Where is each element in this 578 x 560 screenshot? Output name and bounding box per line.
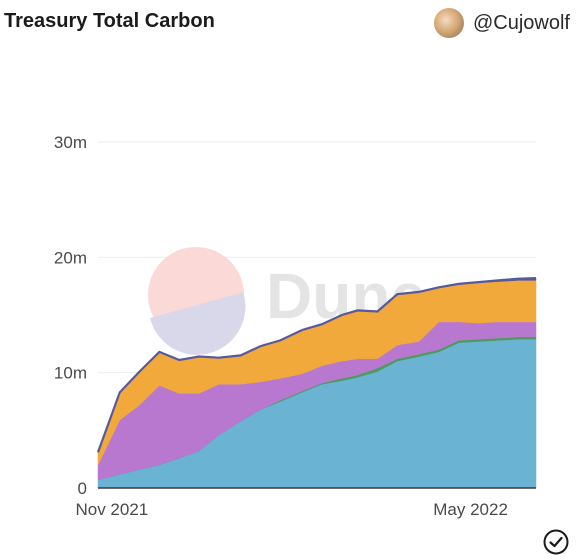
chart-title: Treasury Total Carbon xyxy=(4,10,215,32)
author-link[interactable]: @Cujowolf xyxy=(433,8,570,38)
avatar xyxy=(433,8,464,38)
check-circle-icon[interactable] xyxy=(542,528,570,556)
watermark-circle-shade xyxy=(150,292,246,355)
y-tick-label: 10m xyxy=(54,364,87,383)
y-tick-label: 0 xyxy=(78,479,87,498)
chart-header: Treasury Total Carbon @Cujowolf xyxy=(0,0,578,48)
y-tick-label: 20m xyxy=(54,248,87,267)
x-axis: Nov 2021 May 2022 xyxy=(75,500,507,519)
x-tick-label: May 2022 xyxy=(433,500,508,519)
y-axis: 0 10m 20m 30m xyxy=(54,133,536,498)
x-tick-label: Nov 2021 xyxy=(75,500,148,519)
y-tick-label: 30m xyxy=(54,133,87,152)
author-handle: @Cujowolf xyxy=(472,11,570,34)
total-line xyxy=(96,277,537,453)
